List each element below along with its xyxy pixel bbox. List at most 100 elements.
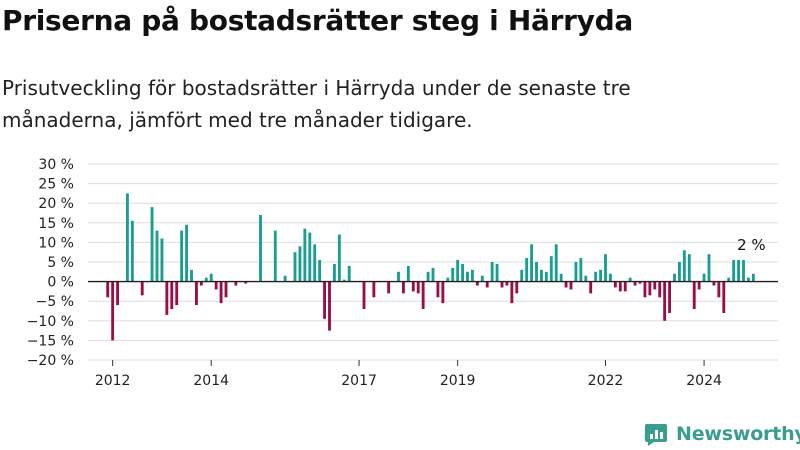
bar [653,281,657,290]
bar [397,271,400,282]
bar [116,281,120,306]
bar [673,273,676,282]
bar [194,281,198,306]
chart-logo-icon [645,424,667,446]
bar [599,269,603,282]
brand-name: Newsworthy [676,423,800,445]
bar [387,281,391,294]
bar [722,281,726,313]
bar [303,228,307,282]
bar [140,281,144,296]
newsworthy-logo: Newsworthy [644,420,800,448]
bar [707,254,711,282]
y-tick-label: 5 % [47,255,74,271]
bar [190,269,193,282]
bar [308,232,312,282]
bar [727,277,731,282]
bar [732,260,736,282]
bar [298,246,302,282]
bar [712,281,716,286]
bar [313,244,317,282]
y-tick-label: 25 % [38,177,74,193]
bar [643,281,647,298]
bar [323,281,327,319]
bar [687,254,691,282]
bar [692,281,696,310]
bar [554,244,558,282]
x-tick-label: 2024 [686,373,722,389]
bar [337,234,341,282]
grid-lines [88,163,778,361]
bar [466,271,469,282]
y-tick-label: 15 % [38,216,74,232]
bar [347,265,351,282]
x-tick-label: 2012 [95,373,131,389]
y-tick-label: 10 % [38,235,74,251]
chart-title: Priserna på bostadsrätter steg i Härryda [2,4,633,37]
bars [106,193,755,341]
bar [451,267,455,282]
bar [480,275,484,282]
bar [204,277,208,282]
bar [318,260,322,282]
bar [185,224,189,282]
bar [505,281,509,286]
bar [406,265,410,282]
bar [175,281,179,306]
bar [219,281,223,304]
y-tick-label: −5 % [36,294,74,310]
bar [436,281,440,298]
y-tick-label: 20 % [38,196,74,212]
bar [431,267,435,282]
y-axis-ticks: 30 % 25 % 20 % 15 % 10 % 5 % 0 % −5 % −10 % −15 %… [27,157,74,369]
bar [209,273,213,282]
bar [658,281,662,298]
bar [564,281,568,288]
bar [530,244,534,282]
bar [628,277,632,282]
bar [525,258,529,282]
bar [293,252,297,282]
bar [111,281,115,341]
bar [510,281,514,304]
bar [411,281,415,292]
bar [155,230,159,282]
bar [456,260,460,282]
x-tick-label: 2022 [588,373,624,389]
bar [559,273,563,282]
bar [702,273,706,282]
bar [549,256,553,282]
bar [663,281,667,321]
bar [604,254,607,282]
x-axis-ticks: 2012 2014 2017 2019 2022 2024 [95,360,722,389]
x-tick-label: 2017 [341,373,377,389]
x-tick-label: 2014 [193,373,229,389]
bar [401,281,405,294]
bar [608,273,612,282]
bar [584,275,588,282]
bar [416,281,420,294]
bar [165,281,169,315]
bar [495,263,499,282]
bar [613,281,617,288]
bar [106,281,110,298]
bar [234,281,238,286]
bar [426,271,430,282]
y-tick-label: 0 % [47,275,74,291]
x-tick-label: 2019 [440,373,476,389]
y-tick-label: 30 % [38,157,74,173]
bar [470,269,474,282]
bar [618,281,622,292]
bar-chart: 30 % 25 % 20 % 15 % 10 % 5 % 0 % −5 % −10 % −15 %… [27,157,778,389]
bar [589,281,593,294]
y-tick-label: −10 % [27,314,74,330]
bar [342,279,346,282]
bar [180,230,184,282]
bar [372,281,376,298]
bar [668,281,672,313]
bar [697,281,701,290]
bar [475,281,479,286]
bar [539,269,543,282]
bar [244,281,248,284]
bar [535,262,538,282]
